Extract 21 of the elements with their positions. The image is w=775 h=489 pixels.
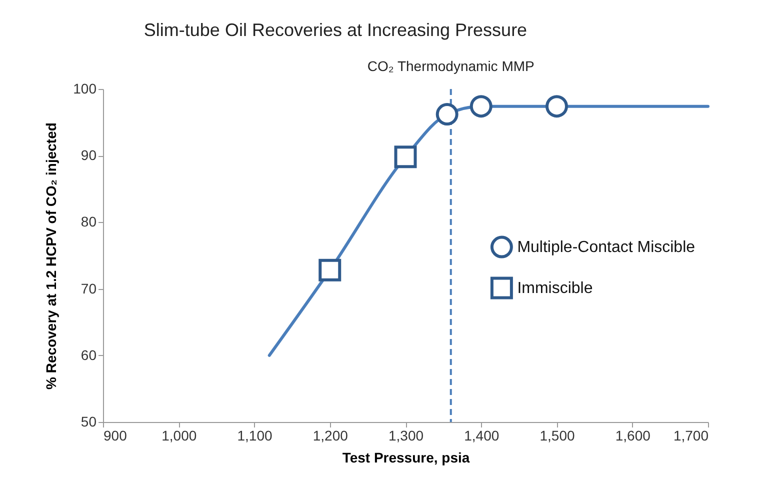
x-tick-label: 1,100: [237, 428, 272, 444]
y-tick-label: 80: [80, 214, 97, 230]
x-tick-label: 900: [104, 428, 128, 444]
y-tick-label: 60: [80, 346, 97, 363]
y-tick-label: 50: [80, 414, 97, 430]
y-tick-label: 70: [80, 280, 97, 296]
x-tick-label: 1,700: [673, 428, 709, 444]
x-tick-label: 1,200: [312, 428, 348, 444]
x-tick-label: 1,500: [540, 428, 575, 444]
x-tick-label: 1,400: [464, 428, 500, 444]
y-tick-label: 90: [80, 147, 97, 164]
x-axis-title: Test Pressure, psia: [342, 450, 470, 466]
legend-label: Multiple-Contact Miscible: [517, 239, 696, 256]
y-tick-label: 100: [73, 80, 97, 96]
chart-title: Slim-tube Oil Recoveries at Increasing Pressure: [144, 20, 528, 40]
x-tick-label: 1,000: [162, 428, 197, 444]
x-tick-label: 1,300: [388, 428, 424, 444]
ref-line-label: CO₂ Thermodynamic MMP: [367, 58, 534, 74]
legend-label: Immiscible: [517, 280, 593, 298]
y-axis-title: % Recovery at 1.2 HCPV of CO₂ injected: [43, 122, 60, 390]
x-tick-label: 1,600: [615, 428, 651, 444]
